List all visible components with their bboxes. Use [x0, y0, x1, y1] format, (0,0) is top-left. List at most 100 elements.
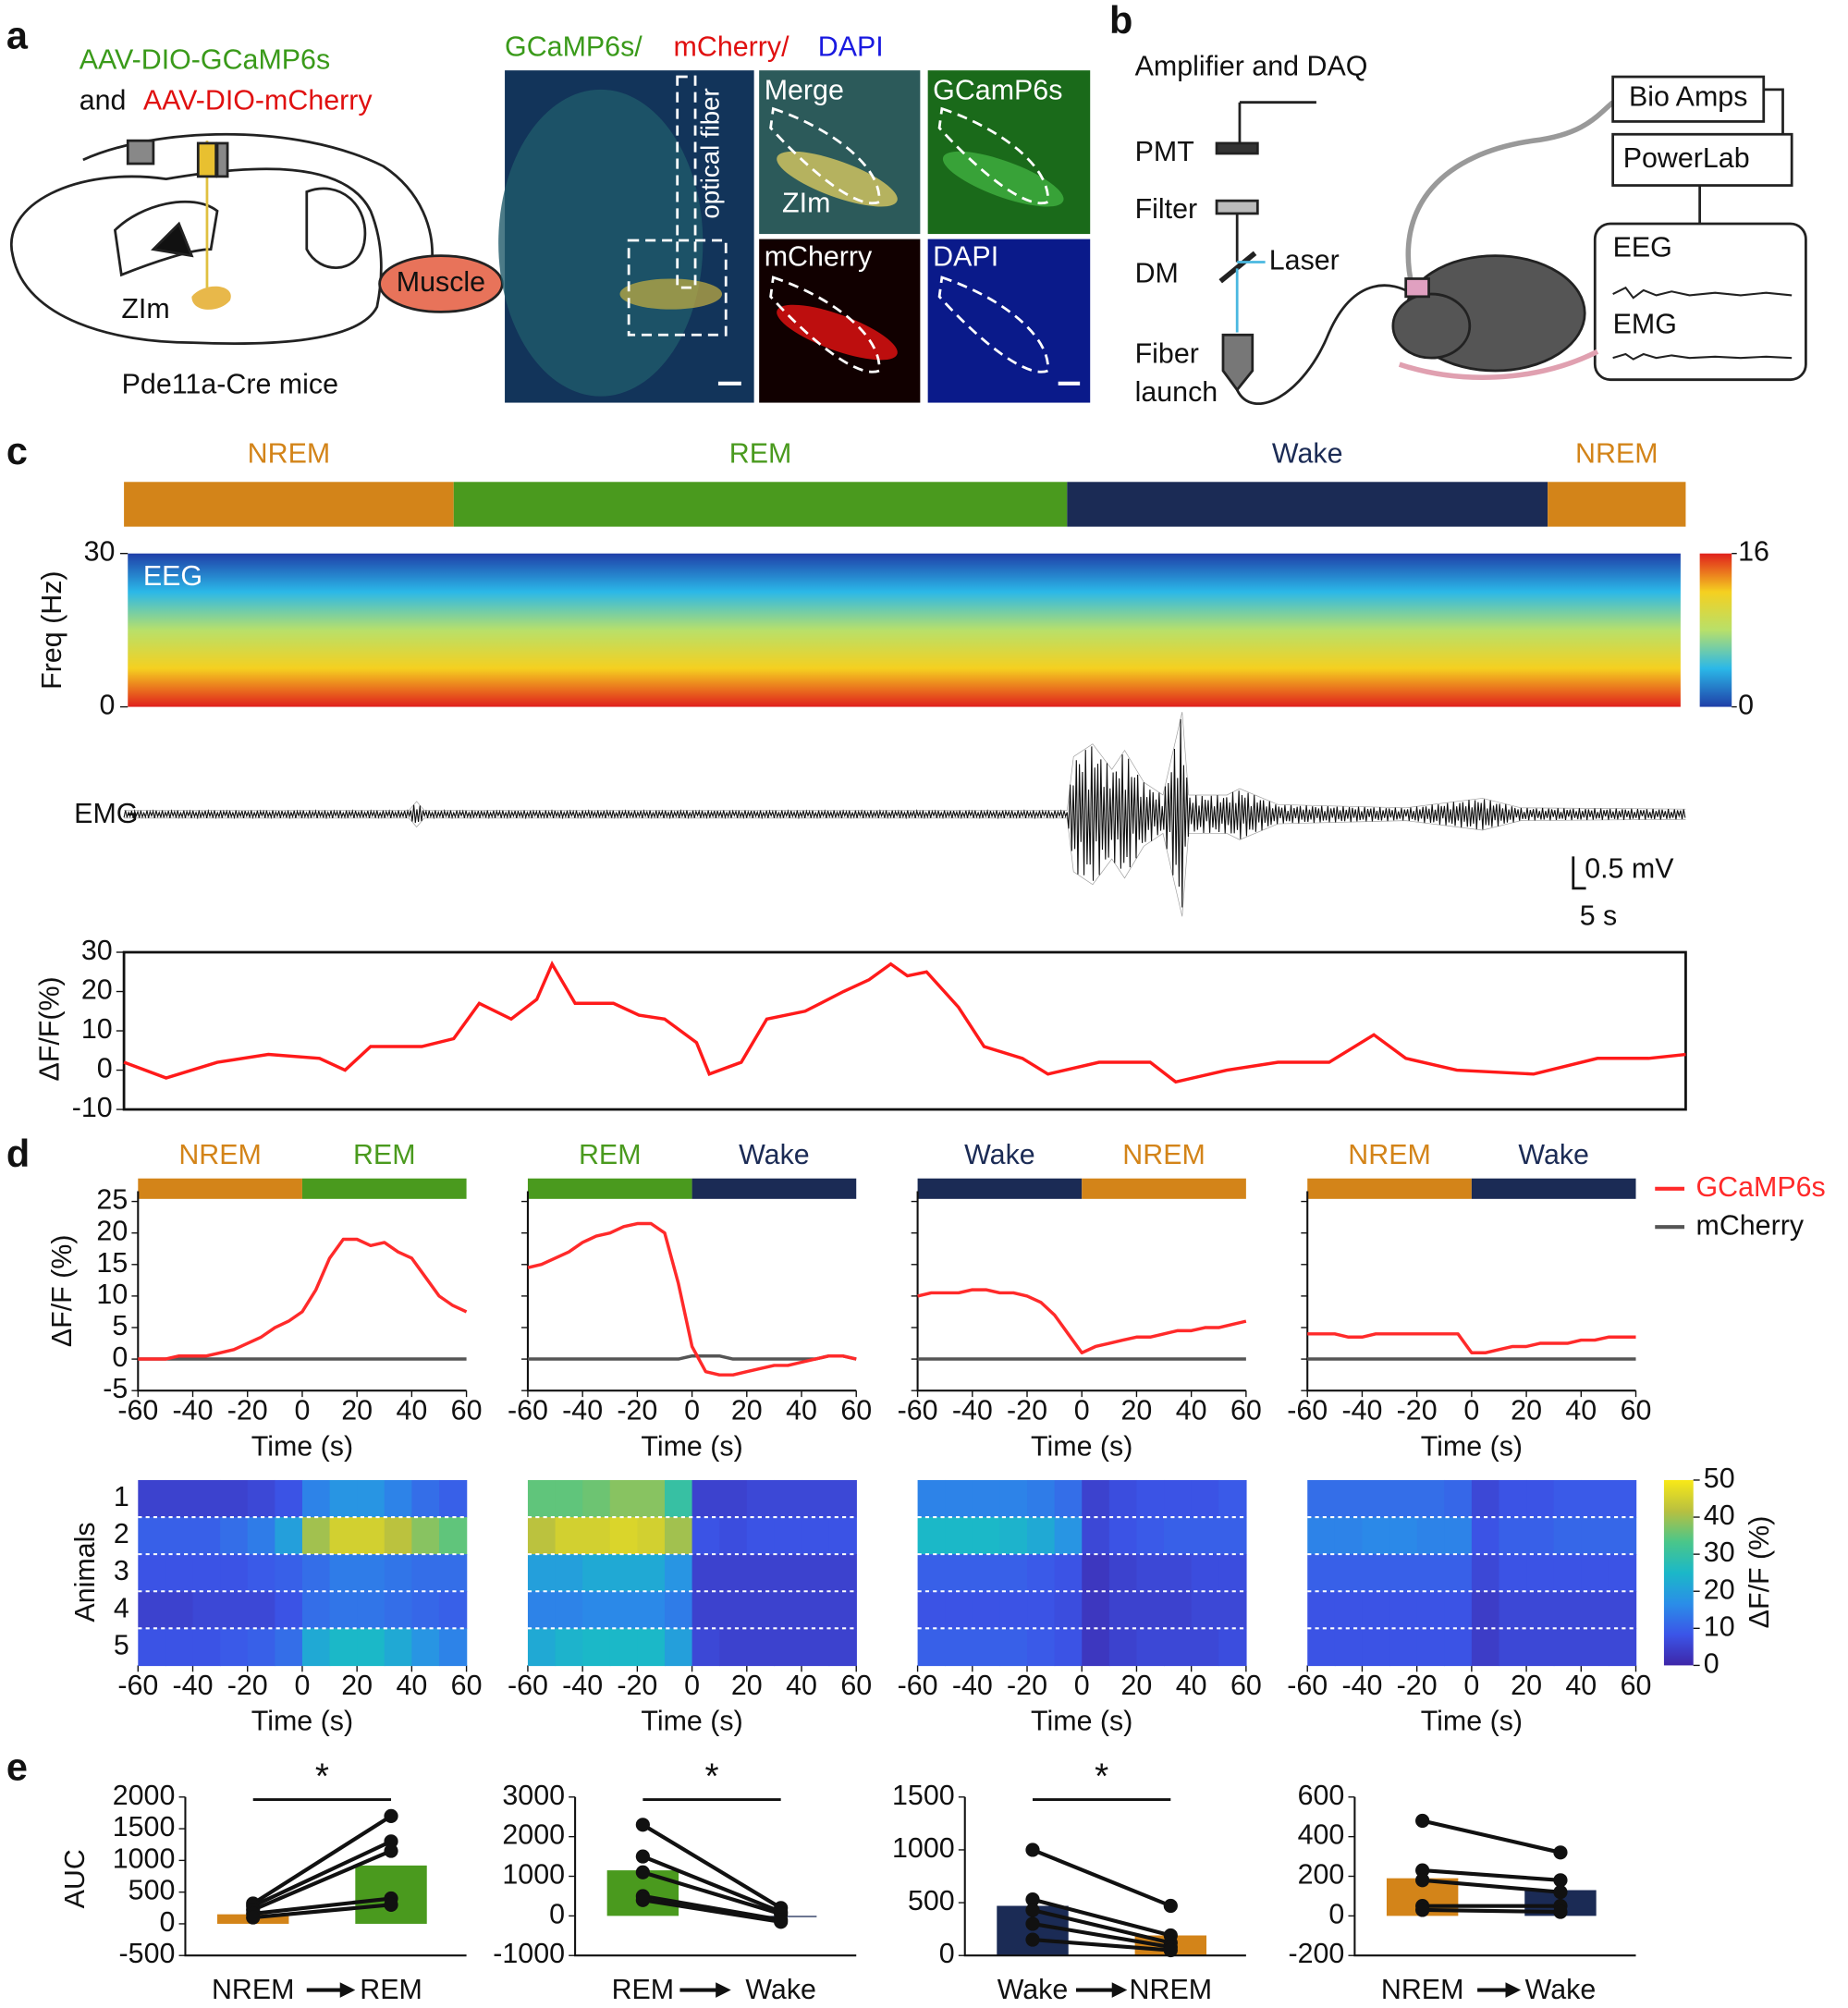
x-tick-label: -20	[227, 1395, 268, 1426]
point	[1415, 1873, 1430, 1888]
y-tick-label: 5	[112, 1310, 128, 1341]
inset-label: DAPI	[933, 240, 998, 272]
heatmap-cell	[1108, 1517, 1138, 1555]
y-tick-label: 2000	[113, 1780, 176, 1811]
x-tick-label: -60	[508, 1670, 548, 1701]
heatmap-cell	[438, 1591, 468, 1630]
heatmap-cell	[438, 1479, 468, 1518]
heatmap-cell	[301, 1479, 331, 1518]
pair-line	[251, 1849, 392, 1912]
setup-label: Filter	[1135, 193, 1198, 225]
heatmap-cell	[247, 1591, 276, 1630]
heatmap-cell	[719, 1554, 748, 1592]
heatmap-cell	[357, 1591, 386, 1630]
heatmap-cell	[357, 1628, 386, 1667]
heatmap-cell	[945, 1591, 973, 1630]
heatmap-cell	[637, 1591, 666, 1630]
axis-label: Time (s)	[641, 1706, 742, 1737]
heatmap-cell	[138, 1517, 166, 1555]
heatmap-cell	[691, 1628, 720, 1667]
stage-bar	[1471, 1178, 1636, 1199]
stain-label: GCaMP6s/	[505, 31, 643, 63]
heatmap-cell	[1082, 1479, 1110, 1518]
point	[1415, 1863, 1430, 1878]
heatmap-cell	[1608, 1628, 1637, 1667]
x-tick-label: NREM	[212, 1974, 295, 2005]
heatmap-cell	[1307, 1591, 1336, 1630]
heatmap-cell	[357, 1479, 386, 1518]
point	[1163, 1898, 1178, 1914]
y-tick-label: -5	[103, 1373, 128, 1404]
heatmap-cell	[719, 1479, 748, 1518]
heatmap-cell	[1526, 1628, 1555, 1667]
pair-line	[642, 1870, 782, 1916]
x-tick-label: 20	[341, 1395, 373, 1426]
axis-label: AUC	[59, 1849, 91, 1908]
x-tick-label: -20	[1397, 1395, 1438, 1426]
heatmap-cell	[972, 1479, 1001, 1518]
hypnogram-segment	[1067, 482, 1548, 527]
stage-label: NREM	[248, 437, 331, 469]
heatmap-cell	[664, 1591, 693, 1630]
fiber-label: optical fiber	[695, 88, 724, 218]
spectrogram-label: EEG	[143, 560, 202, 592]
heatmap-cell	[746, 1479, 776, 1518]
heatmap-cell	[1191, 1591, 1219, 1630]
point	[1025, 1843, 1040, 1857]
heatmap-cell	[1218, 1517, 1247, 1555]
pair-line	[642, 1855, 782, 1915]
pair-line	[1032, 1848, 1172, 1908]
point	[1025, 1892, 1040, 1907]
heatmap-cell	[1389, 1554, 1418, 1592]
y-tick-label: 3000	[502, 1780, 565, 1811]
panel-label: c	[6, 429, 28, 472]
x-tick-label: -40	[952, 1670, 993, 1701]
stage-label: NREM	[1122, 1139, 1205, 1170]
x-tick-label: -40	[952, 1395, 993, 1426]
stage-bar	[917, 1178, 1083, 1199]
colorbar-tick-label: 0	[1738, 690, 1754, 721]
heatmap-cell	[192, 1628, 221, 1667]
heatmap-cell	[275, 1591, 303, 1630]
heatmap-cell	[609, 1628, 639, 1667]
heatmap-cell	[411, 1591, 440, 1630]
heatmap-cell	[691, 1591, 720, 1630]
heatmap-cell	[1362, 1554, 1390, 1592]
heatmap-cell	[999, 1517, 1028, 1555]
heatmap-cell	[1191, 1554, 1219, 1592]
emg-label: EMG	[74, 798, 138, 829]
stage-label: NREM	[178, 1139, 262, 1170]
heatmap-cell	[527, 1554, 557, 1592]
panel-label: a	[6, 14, 29, 57]
point	[384, 1843, 398, 1858]
heatmap-cell	[247, 1517, 276, 1555]
inset-label: mCherry	[765, 240, 873, 272]
x-tick-label: -40	[1341, 1395, 1382, 1426]
heatmap-cell	[1218, 1479, 1247, 1518]
heatmap-cell	[301, 1517, 331, 1555]
heatmap-cell	[1108, 1628, 1138, 1667]
x-tick-label: 60	[1621, 1670, 1652, 1701]
heatmap-cell	[138, 1591, 166, 1630]
x-tick-label: REM	[612, 1974, 675, 2005]
heatmap-cell	[1608, 1479, 1637, 1518]
dff-trace	[123, 960, 1686, 1084]
scale-label: 0.5 mV	[1585, 853, 1674, 885]
heatmap-cell	[691, 1517, 720, 1555]
heatmap-cell	[1164, 1554, 1193, 1592]
y-tick-label: -1000	[493, 1938, 565, 1969]
heatmap-cell	[384, 1517, 413, 1555]
heatmap-cell	[719, 1591, 748, 1630]
mice-label: Pde11a-Cre mice	[122, 369, 338, 400]
heatmap-cell	[828, 1517, 857, 1555]
x-tick-label: 60	[840, 1670, 872, 1701]
heatmap-cell	[1082, 1591, 1110, 1630]
pair-line	[1422, 1907, 1560, 1915]
legend-label: GCaMP6s	[1695, 1171, 1825, 1203]
x-tick-label: -20	[1007, 1395, 1047, 1426]
heatmap-cell	[637, 1628, 666, 1667]
heatmap-cell	[301, 1591, 331, 1630]
x-tick-label: -20	[1397, 1670, 1438, 1701]
heatmap-cell	[917, 1479, 946, 1518]
heatmap-cell	[138, 1628, 166, 1667]
